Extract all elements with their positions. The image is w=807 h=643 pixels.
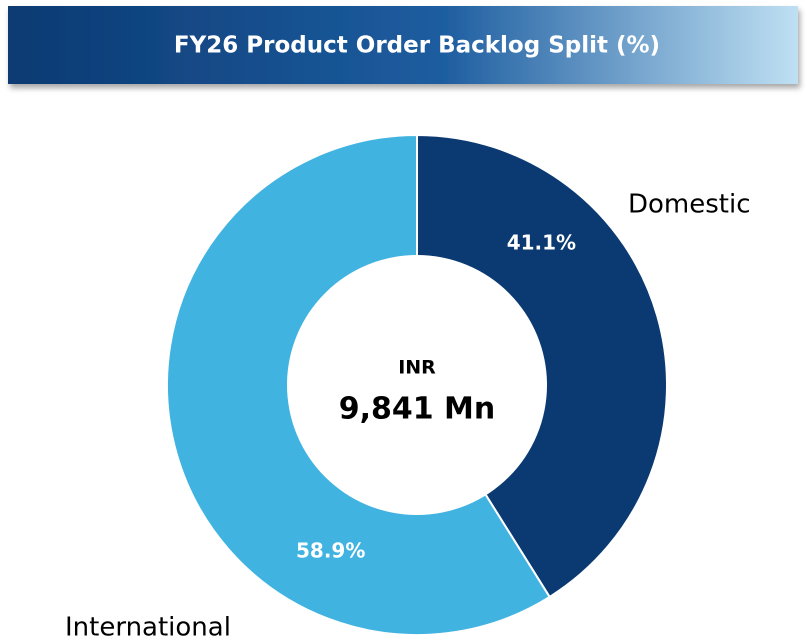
category-label: Domestic xyxy=(628,190,751,220)
value-label: 58.9% xyxy=(296,539,365,563)
chart-title: FY26 Product Order Backlog Split (%) xyxy=(174,33,660,59)
donut-hole xyxy=(287,255,547,515)
center-value: 9,841 Mn xyxy=(339,392,496,427)
title-banner xyxy=(8,6,798,84)
category-label: International xyxy=(65,613,231,643)
value-label: 41.1% xyxy=(507,231,576,255)
center-title: INR xyxy=(398,357,436,379)
